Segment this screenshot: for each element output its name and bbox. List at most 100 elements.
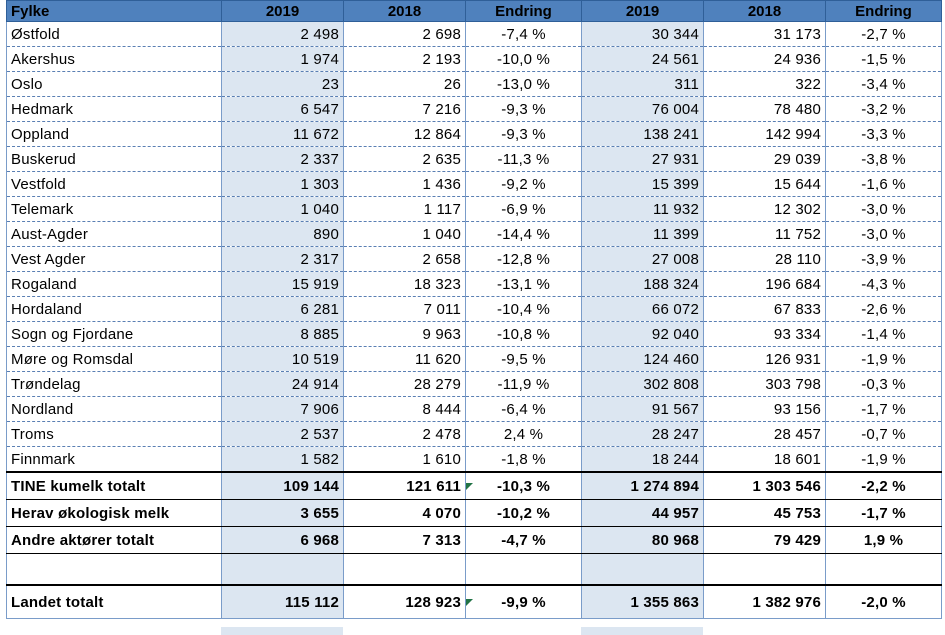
cell-2018-b[interactable]: 12 302 xyxy=(703,196,826,222)
header-2019-b[interactable]: 2019 xyxy=(581,0,704,22)
header-fylke[interactable]: Fylke xyxy=(6,0,222,22)
cell-2019-b[interactable]: 124 460 xyxy=(581,346,704,372)
cell-2018-a[interactable]: 4 070 xyxy=(343,499,466,527)
cell-2018-b[interactable]: 67 833 xyxy=(703,296,826,322)
cell-2018-a[interactable] xyxy=(343,553,466,586)
cell-fylke[interactable]: Nordland xyxy=(6,396,222,422)
cell-endring-a[interactable]: -13,0 % xyxy=(465,71,582,97)
cell-endring-b[interactable]: -3,0 % xyxy=(825,221,942,247)
cell-2019-b[interactable]: 188 324 xyxy=(581,271,704,297)
cell-endring-b[interactable]: -2,0 % xyxy=(825,585,942,619)
cell-endring-b[interactable]: -1,7 % xyxy=(825,396,942,422)
header-2018-b[interactable]: 2018 xyxy=(703,0,826,22)
cell-endring-a[interactable]: -10,8 % xyxy=(465,321,582,347)
cell-fylke[interactable]: Trøndelag xyxy=(6,371,222,397)
cell-endring-a[interactable] xyxy=(465,553,582,586)
cell-2019-b[interactable]: 302 808 xyxy=(581,371,704,397)
cell-2019-a[interactable]: 6 547 xyxy=(221,96,344,122)
cell-fylke[interactable]: Buskerud xyxy=(6,146,222,172)
cell-2018-a[interactable]: 1 436 xyxy=(343,171,466,197)
cell-fylke[interactable]: Herav økologisk melk xyxy=(6,499,222,527)
cell-endring-b[interactable]: -1,9 % xyxy=(825,346,942,372)
cell-fylke[interactable]: Møre og Romsdal xyxy=(6,346,222,372)
cell-2019-b[interactable]: 1 355 863 xyxy=(581,585,704,619)
cell-fylke[interactable]: Telemark xyxy=(6,196,222,222)
cell-2018-b[interactable]: 24 936 xyxy=(703,46,826,72)
cell-2019-a[interactable]: 109 144 xyxy=(221,471,344,500)
cell-fylke[interactable] xyxy=(6,553,222,586)
cell-endring-b[interactable]: -2,2 % xyxy=(825,471,942,500)
cell-2018-b[interactable]: 1 382 976 xyxy=(703,585,826,619)
cell-2018-b[interactable]: 78 480 xyxy=(703,96,826,122)
cell-2018-b[interactable]: 93 334 xyxy=(703,321,826,347)
cell-fylke[interactable]: Østfold xyxy=(6,21,222,47)
cell-2018-a[interactable]: 2 193 xyxy=(343,46,466,72)
cell-2019-b[interactable]: 18 244 xyxy=(581,446,704,473)
cell-2018-a[interactable]: 2 658 xyxy=(343,246,466,272)
cell-2018-b[interactable]: 1 303 546 xyxy=(703,471,826,500)
cell-endring-b[interactable]: -3,0 % xyxy=(825,196,942,222)
cell-2018-b[interactable]: 142 994 xyxy=(703,121,826,147)
cell-2018-b[interactable]: 303 798 xyxy=(703,371,826,397)
cell-2018-b[interactable] xyxy=(703,553,826,586)
cell-endring-b[interactable]: -1,9 % xyxy=(825,446,942,473)
cell-2018-b[interactable]: 45 753 xyxy=(703,499,826,527)
cell-2018-b[interactable]: 11 752 xyxy=(703,221,826,247)
cell-2018-a[interactable]: 1 117 xyxy=(343,196,466,222)
cell-fylke[interactable]: Vest Agder xyxy=(6,246,222,272)
cell-fylke[interactable]: Aust-Agder xyxy=(6,221,222,247)
cell-2019-a[interactable]: 3 655 xyxy=(221,499,344,527)
cell-endring-a[interactable]: -10,0 % xyxy=(465,46,582,72)
cell-2019-a[interactable]: 15 919 xyxy=(221,271,344,297)
cell-endring-a[interactable]: -9,5 % xyxy=(465,346,582,372)
cell-2019-b[interactable]: 27 008 xyxy=(581,246,704,272)
cell-endring-b[interactable]: -3,3 % xyxy=(825,121,942,147)
cell-endring-a[interactable]: -9,9 % xyxy=(465,585,582,619)
cell-2019-b[interactable]: 138 241 xyxy=(581,121,704,147)
cell-endring-b[interactable]: -1,4 % xyxy=(825,321,942,347)
cell-2019-a[interactable]: 23 xyxy=(221,71,344,97)
cell-2018-a[interactable]: 2 698 xyxy=(343,21,466,47)
cell-2018-a[interactable]: 8 444 xyxy=(343,396,466,422)
cell-2019-b[interactable]: 11 932 xyxy=(581,196,704,222)
cell-endring-a[interactable]: -9,2 % xyxy=(465,171,582,197)
cell-fylke[interactable]: Hedmark xyxy=(6,96,222,122)
cell-fylke[interactable]: Landet totalt xyxy=(6,585,222,619)
cell-2019-a[interactable]: 1 040 xyxy=(221,196,344,222)
cell-2019-a[interactable]: 8 885 xyxy=(221,321,344,347)
cell-endring-b[interactable] xyxy=(825,553,942,586)
cell-2018-a[interactable]: 12 864 xyxy=(343,121,466,147)
cell-endring-a[interactable]: -9,3 % xyxy=(465,121,582,147)
cell-endring-b[interactable]: -3,9 % xyxy=(825,246,942,272)
cell-2019-a[interactable]: 115 112 xyxy=(221,585,344,619)
cell-endring-b[interactable]: -3,8 % xyxy=(825,146,942,172)
cell-endring-a[interactable]: -11,3 % xyxy=(465,146,582,172)
cell-2019-b[interactable]: 92 040 xyxy=(581,321,704,347)
cell-2018-a[interactable]: 7 313 xyxy=(343,526,466,554)
cell-endring-b[interactable]: -3,2 % xyxy=(825,96,942,122)
cell-2018-a[interactable]: 28 279 xyxy=(343,371,466,397)
cell-endring-b[interactable]: -0,7 % xyxy=(825,421,942,447)
cell-2018-b[interactable]: 28 457 xyxy=(703,421,826,447)
cell-2019-b[interactable]: 1 274 894 xyxy=(581,471,704,500)
cell-2019-a[interactable]: 1 974 xyxy=(221,46,344,72)
cell-2019-a[interactable]: 2 317 xyxy=(221,246,344,272)
cell-2018-a[interactable]: 18 323 xyxy=(343,271,466,297)
cell-2018-b[interactable]: 126 931 xyxy=(703,346,826,372)
cell-2019-b[interactable] xyxy=(581,553,704,586)
cell-endring-b[interactable]: -2,7 % xyxy=(825,21,942,47)
cell-endring-b[interactable]: -4,3 % xyxy=(825,271,942,297)
cell-endring-a[interactable]: -4,7 % xyxy=(465,526,582,554)
cell-fylke[interactable]: Rogaland xyxy=(6,271,222,297)
cell-2019-b[interactable]: 30 344 xyxy=(581,21,704,47)
cell-fylke[interactable]: Troms xyxy=(6,421,222,447)
cell-fylke[interactable]: Oslo xyxy=(6,71,222,97)
cell-endring-a[interactable]: -9,3 % xyxy=(465,96,582,122)
cell-2019-a[interactable]: 2 337 xyxy=(221,146,344,172)
cell-2019-a[interactable]: 2 537 xyxy=(221,421,344,447)
cell-2019-a[interactable]: 1 303 xyxy=(221,171,344,197)
cell-2019-b[interactable]: 11 399 xyxy=(581,221,704,247)
cell-2019-a[interactable]: 10 519 xyxy=(221,346,344,372)
cell-2018-a[interactable]: 11 620 xyxy=(343,346,466,372)
cell-endring-a[interactable]: -10,3 % xyxy=(465,471,582,500)
